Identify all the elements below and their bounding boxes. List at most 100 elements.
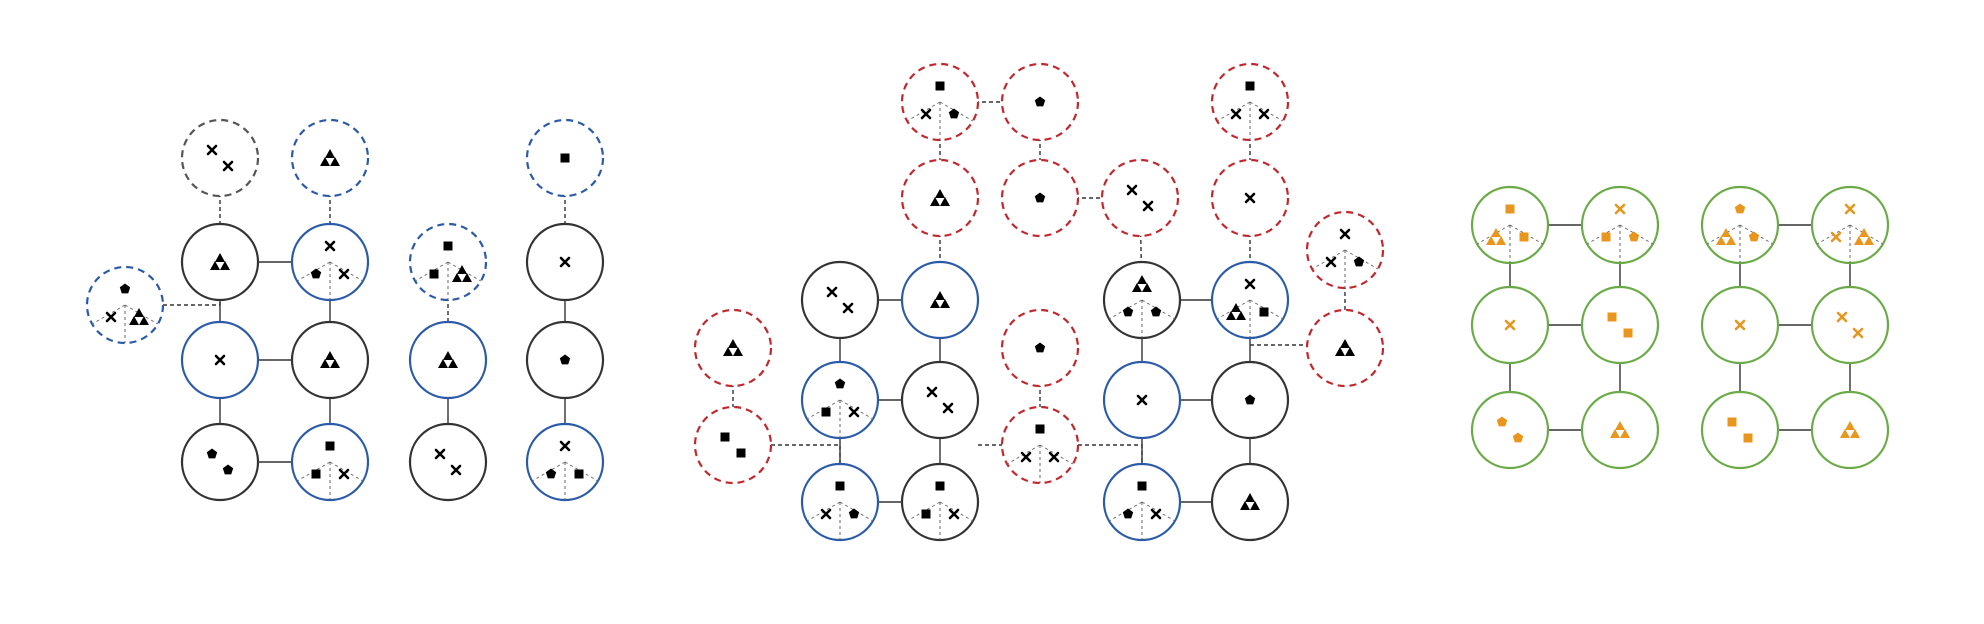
panel-right (1470, 185, 1890, 470)
node-r-b1 (1470, 285, 1550, 365)
pentagon-icon (119, 283, 131, 294)
node-r-b2 (1580, 285, 1660, 365)
node-m-i2 (1210, 462, 1290, 542)
triangle-cluster-icon (438, 351, 458, 368)
square-icon (325, 441, 335, 451)
triangle-cluster-icon (1132, 275, 1152, 292)
square-icon (1743, 433, 1753, 443)
x-mark-icon (926, 386, 938, 398)
x-mark-icon (1230, 108, 1242, 120)
node-circle (408, 422, 488, 502)
x-mark-icon (1048, 451, 1060, 463)
triangle-cluster-icon (1226, 303, 1246, 320)
triangle-cluster-icon (1240, 493, 1260, 510)
node-l-b1 (180, 320, 260, 400)
node-m-r7 (1210, 158, 1290, 238)
node-m-r3 (1210, 62, 1290, 142)
node-l-b2 (290, 320, 370, 400)
pentagon-icon (1244, 394, 1256, 405)
square-icon (821, 407, 831, 417)
node-l-e1 (408, 320, 488, 400)
node-r-d1 (1700, 185, 1780, 265)
x-mark-icon (1852, 327, 1864, 339)
node-l-e2 (408, 422, 488, 502)
node-r-e2 (1810, 285, 1890, 365)
node-m-r11 (1000, 308, 1080, 388)
x-mark-icon (324, 240, 336, 252)
x-mark-icon (222, 160, 234, 172)
dashed-connector-1 (771, 444, 841, 464)
triangle-cluster-icon (320, 351, 340, 368)
square-icon (574, 469, 584, 479)
pentagon-icon (848, 508, 860, 519)
square-icon (1245, 81, 1255, 91)
pentagon-icon (1748, 231, 1760, 242)
node-m-r2 (1000, 62, 1080, 142)
square-icon (1259, 307, 1269, 317)
square-icon (560, 153, 570, 163)
x-mark-icon (842, 302, 854, 314)
triangle-cluster-icon (452, 265, 472, 282)
pentagon-icon (1512, 432, 1524, 443)
pentagon-icon (1734, 203, 1746, 214)
square-icon (720, 432, 730, 442)
node-l-d1 (180, 118, 260, 198)
node-m-r1 (900, 62, 980, 142)
pentagon-icon (1122, 306, 1134, 317)
pentagon-icon (1122, 508, 1134, 519)
nodes-layer (85, 62, 1890, 542)
node-r-f2 (1810, 390, 1890, 470)
triangle-cluster-icon (1840, 421, 1860, 438)
x-mark-icon (338, 468, 350, 480)
square-icon (1601, 232, 1611, 242)
x-mark-icon (1836, 311, 1848, 323)
x-mark-icon (1339, 228, 1351, 240)
node-m-h2 (1210, 360, 1290, 440)
pentagon-icon (1034, 96, 1046, 107)
pentagon-icon (1150, 306, 1162, 317)
panel-middle (693, 62, 1385, 542)
node-m-r9 (693, 308, 773, 388)
square-icon (1623, 328, 1633, 338)
node-l-a1 (180, 222, 260, 302)
x-mark-icon (1614, 203, 1626, 215)
dashed-connector-3 (1078, 444, 1143, 464)
x-mark-icon (206, 144, 218, 156)
node-r-f1 (1700, 390, 1780, 470)
pentagon-icon (310, 268, 322, 279)
x-mark-icon (1244, 278, 1256, 290)
node-circle (1810, 285, 1890, 365)
pentagon-icon (1628, 231, 1640, 242)
node-m-i1 (1102, 462, 1182, 542)
square-icon (1137, 481, 1147, 491)
node-m-b1 (800, 360, 880, 440)
node-m-a1 (800, 260, 880, 340)
node-l-f3 (525, 422, 605, 502)
node-r-e1 (1700, 285, 1780, 365)
node-l-f2 (525, 320, 605, 400)
node-circle (900, 360, 980, 440)
triangle-cluster-icon (723, 339, 743, 356)
triangle-cluster-icon (930, 291, 950, 308)
node-l-c2 (290, 422, 370, 502)
node-circle (1700, 390, 1780, 470)
x-mark-icon (1142, 200, 1154, 212)
triangle-cluster-icon (1335, 339, 1355, 356)
node-m-h1 (1102, 360, 1182, 440)
node-circle (180, 422, 260, 502)
node-l-d4 (408, 222, 488, 302)
pentagon-icon (1353, 256, 1365, 267)
square-icon (935, 81, 945, 91)
x-mark-icon (826, 286, 838, 298)
node-l-c1 (180, 422, 260, 502)
pentagon-icon (222, 464, 234, 475)
x-mark-icon (450, 464, 462, 476)
node-circle (800, 260, 880, 340)
square-icon (736, 448, 746, 458)
x-mark-icon (1244, 192, 1256, 204)
node-circle (1580, 285, 1660, 365)
x-mark-icon (948, 508, 960, 520)
x-mark-icon (1020, 451, 1032, 463)
